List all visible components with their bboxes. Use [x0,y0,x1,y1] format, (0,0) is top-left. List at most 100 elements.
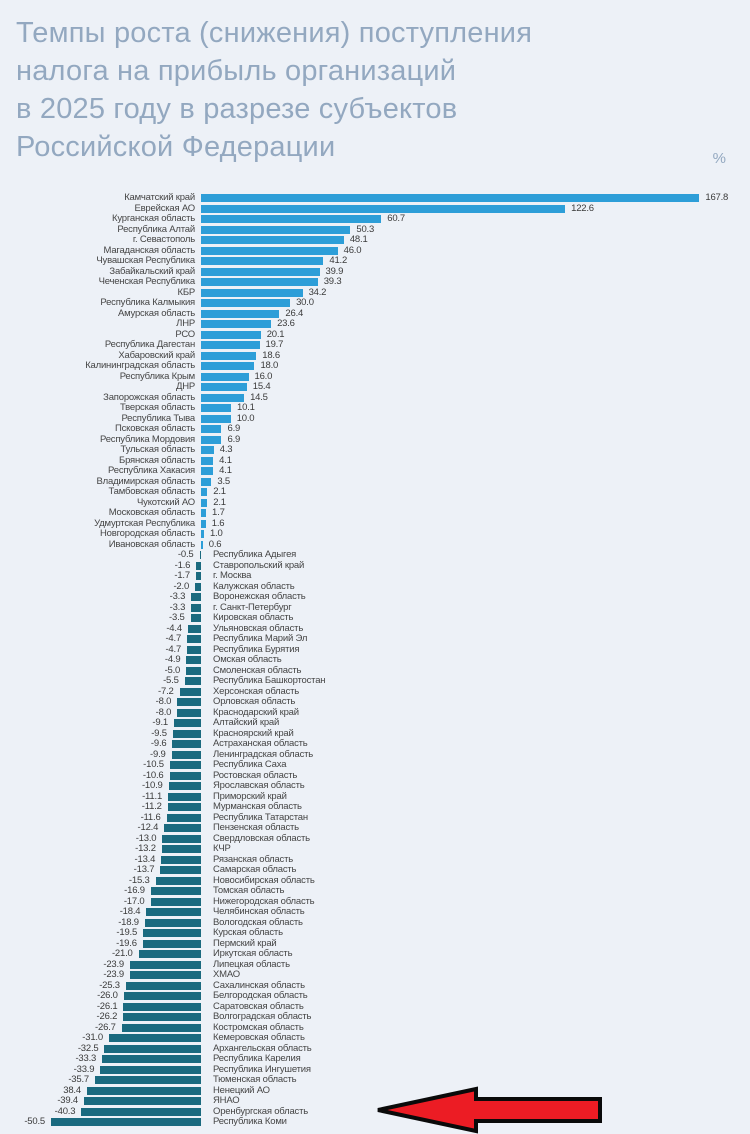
positive-bar [201,519,206,528]
value-label: -11.2 [141,801,162,812]
region-label: Республика Алтай [117,223,195,235]
region-label: Ивановская область [108,538,195,550]
value-label: -13.4 [134,853,156,865]
region-label: КЧР [213,843,231,854]
bar-row: г. Севастополь 48.1 [0,234,750,246]
value-label: -21.0 [111,948,133,959]
value-label: -15.3 [128,874,150,886]
negative-bar [142,939,201,948]
positive-bar [201,257,324,265]
region-label: Республика Дагестан [104,339,195,350]
value-label: 1.0 [209,528,223,539]
region-label: Республика Калмыкия [100,297,195,308]
negative-bar [187,624,201,633]
bar-row: г. Санкт-Петербург -3.3 [0,602,750,614]
positive-bar [201,509,207,517]
negative-bar [179,687,201,696]
region-label: Саратовская область [213,1000,304,1012]
bar-row: Челябинская область -18.4 [0,906,750,918]
bar-row: Республика Татарстан -11.6 [0,812,750,824]
negative-bar [150,897,201,906]
region-label: ДНР [175,381,195,392]
value-label: -13.2 [135,843,156,854]
region-label: Мурманская область [213,801,302,812]
value-label: -1.6 [174,559,191,571]
negative-bar [143,929,201,937]
negative-bar [171,750,201,759]
value-label: 60.7 [387,213,405,224]
value-label: -9.1 [152,717,168,728]
value-label: -2.0 [173,580,190,592]
value-label: -33.9 [73,1063,95,1075]
region-label: Курская область [213,927,283,938]
positive-bar [201,477,212,486]
bar-row: Чукотский АО 2.1 [0,496,750,509]
negative-bar [161,855,201,864]
negative-bar [155,876,201,885]
positive-bar [201,404,231,412]
value-label: 15.4 [252,381,271,392]
value-label: -19.5 [116,927,138,938]
value-label: 2.1 [213,496,226,508]
bar-row: Ленинградская область -9.9 [0,749,750,761]
bar-row: Смоленская область -5.0 [0,664,750,677]
region-label: Еврейская АО [134,202,195,214]
negative-bar [168,792,201,801]
negative-bar [172,729,201,738]
negative-bar [121,1023,201,1032]
value-label: 1.6 [211,517,225,529]
bar-row: Калининградская область 18.0 [0,360,750,372]
negative-bar [123,1002,201,1011]
region-label: Республика Мордовия [100,433,195,445]
bar-row: Нижегородская область -17.0 [0,896,750,908]
region-label: Тверская область [119,402,195,413]
value-label: -26.1 [96,1000,118,1012]
value-label: -10.5 [143,759,164,770]
region-label: Новосибирская область [213,874,315,886]
region-label: Смоленская область [213,664,302,676]
value-label: -4.9 [164,654,181,665]
value-label: 6.9 [227,433,241,445]
bar-row: Омская область -4.9 [0,654,750,666]
negative-bar [184,677,201,685]
region-label: Архангельская область [213,1042,312,1054]
bar-row: Мурманская область -11.2 [0,801,750,813]
bar-row: Самарская область -13.7 [0,864,750,876]
region-label: Запорожская область [103,391,195,403]
region-label: Воронежская область [213,591,306,602]
bar-row: Херсонская область -7.2 [0,686,750,698]
bar-row: Республика Дагестан 19.7 [0,339,750,351]
bar-row: Владимирская область 3.5 [0,476,750,488]
value-label: -5.5 [163,675,179,686]
bar-row: Тульская область 4.3 [0,444,750,456]
region-label: Камчатский край [124,192,195,203]
region-label: Оренбургская область [213,1105,308,1117]
bar-row: КЧР -13.2 [0,843,750,855]
chart-title-line-2: налога на прибыль организаций [16,55,457,87]
highlight-arrow-shape [377,1086,602,1134]
region-label: Приморский край [213,790,287,802]
bar-row: Курганская область 60.7 [0,213,750,225]
region-label: Республика Коми [213,1116,287,1127]
positive-bar [201,320,272,328]
positive-bar [201,540,203,549]
bar-row: Пермский край -19.6 [0,938,750,950]
value-label: 0.6 [208,538,222,550]
positive-bar [201,435,222,444]
region-label: г. Севастополь [132,234,195,245]
value-label: 1.7 [212,507,225,518]
negative-bar [173,719,201,727]
bar-row: Республика Хакасия 4.1 [0,465,750,477]
value-label: -31.0 [82,1032,103,1043]
value-label: 122.6 [571,202,594,214]
region-label: Ставропольский край [213,559,305,571]
negative-bar [102,1055,201,1063]
negative-bar [186,666,201,675]
value-label: -10.9 [141,780,163,791]
negative-bar [177,698,201,706]
bar-row: Калужская область -2.0 [0,580,750,593]
bar-row: Воронежская область -3.3 [0,591,750,603]
bar-row: Удмуртская Республика 1.6 [0,517,750,530]
bar-row: Ивановская область 0.6 [0,538,750,551]
